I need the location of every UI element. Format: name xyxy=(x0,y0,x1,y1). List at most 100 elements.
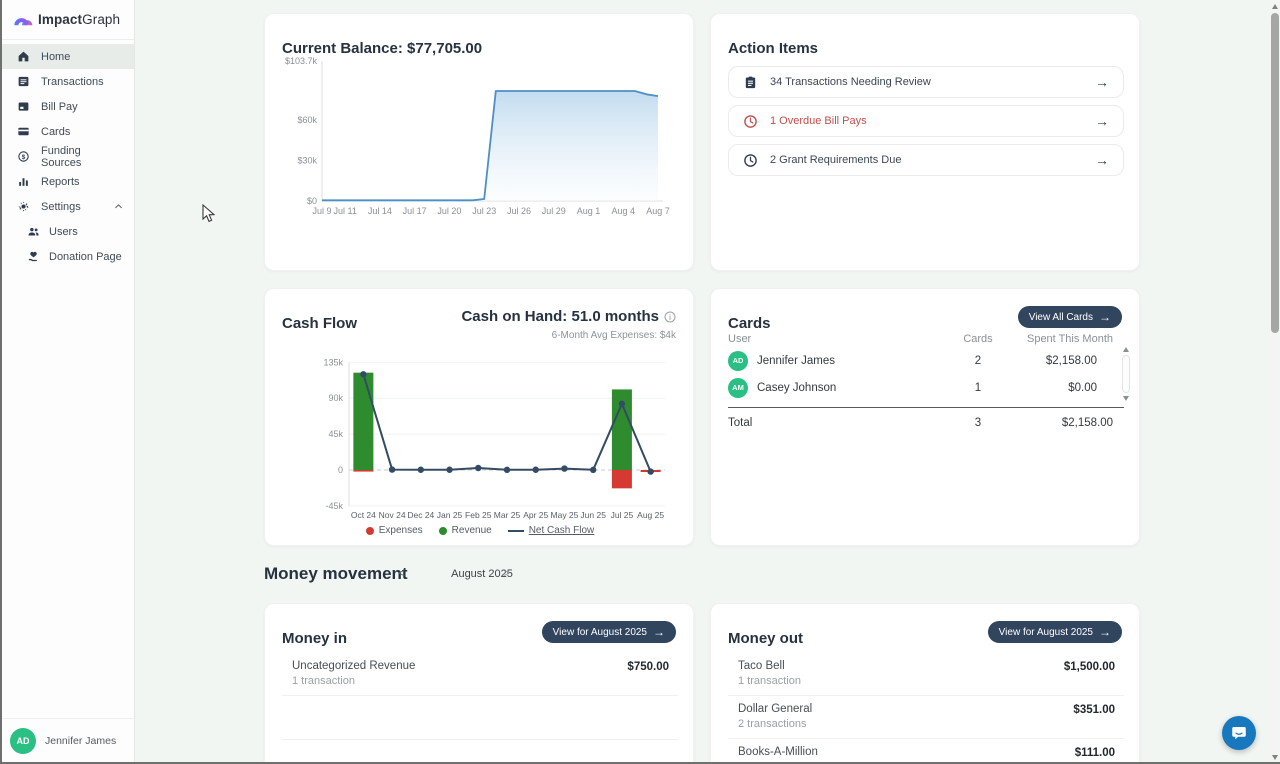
money-list-row[interactable]: Uncategorized Revenue 1 transaction $750.0… xyxy=(282,653,678,696)
view-money-out-label: View for August 2025 xyxy=(998,626,1093,638)
funding-icon: $ xyxy=(17,150,30,163)
spent-this-month: $2,158.00 xyxy=(1045,354,1097,367)
sidebar-nav: Home Transactions Bill Pay Cards $ Funding So… xyxy=(0,44,134,269)
total-label: Total xyxy=(728,417,753,429)
legend-item-net-cash-flow[interactable]: Net Cash Flow xyxy=(507,525,595,536)
arrow-right-icon: → xyxy=(1095,74,1109,90)
arrow-right-icon: → xyxy=(1099,625,1111,639)
card-user-row[interactable]: AM Casey Johnson 1 $0.00 xyxy=(728,374,1108,401)
page-scrollbar[interactable] xyxy=(1270,0,1280,764)
sidebar-item-donation-page[interactable]: Donation Page xyxy=(0,244,134,269)
view-money-in-button[interactable]: View for August 2025 → xyxy=(541,621,676,643)
svg-text:Jul 14: Jul 14 xyxy=(368,206,392,216)
brand-name-bold: Impact xyxy=(38,12,83,27)
svg-text:Jul 23: Jul 23 xyxy=(472,206,496,216)
chat-widget-button[interactable] xyxy=(1222,716,1256,750)
money-row-name: Books-A-Million xyxy=(738,746,818,758)
action-items-title: Action Items xyxy=(728,40,819,57)
legend-item-expenses[interactable]: Expenses xyxy=(365,525,423,536)
user-name: Jennifer James xyxy=(45,734,117,747)
info-icon[interactable] xyxy=(664,311,676,323)
sidebar-item-reports[interactable]: Reports xyxy=(0,169,134,194)
balance-chart: $0 $30k $60k $103.7k Jul 9 Jul 11 Jul 14 Jul 17… xyxy=(285,56,670,216)
card-count: 1 xyxy=(974,381,982,394)
scroll-down-icon[interactable] xyxy=(1123,396,1129,401)
svg-text:Jul 20: Jul 20 xyxy=(437,206,461,216)
sidebar: ImpactGraph Home Transactions Bill Pay Card… xyxy=(0,0,135,764)
svg-text:0: 0 xyxy=(338,465,343,475)
svg-text:Oct 24: Oct 24 xyxy=(351,510,376,520)
sidebar-item-label: Cards xyxy=(41,125,71,138)
svg-text:45k: 45k xyxy=(328,429,343,439)
header-cards: Cards xyxy=(963,333,993,345)
transactions-icon xyxy=(17,75,30,88)
svg-text:Dec 24: Dec 24 xyxy=(407,510,434,520)
money-row-amount: $351.00 xyxy=(1073,704,1115,716)
legend-label: Net Cash Flow xyxy=(528,525,595,536)
svg-text:May 25: May 25 xyxy=(551,510,579,520)
window-edge-left xyxy=(0,0,2,764)
header-user: User xyxy=(728,333,752,345)
money-out-title: Money out xyxy=(728,630,803,647)
legend-item-revenue[interactable]: Revenue xyxy=(438,525,492,536)
money-list-row[interactable]: Dollar General 2 transactions $351.00 xyxy=(728,696,1124,739)
action-item-row[interactable]: 2 Grant Requirements Due → xyxy=(728,144,1124,176)
next-month-button[interactable]: > xyxy=(503,566,511,580)
scroll-up-icon[interactable] xyxy=(1123,347,1129,352)
clock-icon xyxy=(743,153,758,168)
action-item-row[interactable]: 1 Overdue Bill Pays → xyxy=(728,105,1124,137)
scrollbar-thumb[interactable] xyxy=(1271,13,1279,333)
brand-name: ImpactGraph xyxy=(38,12,120,27)
action-item-row[interactable]: 34 Transactions Needing Review → xyxy=(728,66,1124,98)
svg-text:135k: 135k xyxy=(323,357,343,367)
total-cards: 3 xyxy=(974,417,982,429)
cards-total-row: Total 3 $2,158.00 xyxy=(728,414,1124,434)
sidebar-user[interactable]: AD Jennifer James xyxy=(0,718,134,762)
cash-on-hand: Cash on Hand: 51.0 months xyxy=(461,308,676,325)
clock-icon xyxy=(743,114,758,129)
svg-text:Feb 25: Feb 25 xyxy=(465,510,492,520)
card-user-row[interactable]: AD Jennifer James 2 $2,158.00 xyxy=(728,347,1108,374)
sidebar-item-settings[interactable]: Settings xyxy=(0,194,134,219)
sidebar-item-label: Transactions xyxy=(41,75,104,88)
svg-text:Jul 11: Jul 11 xyxy=(333,206,356,216)
current-balance-card: Current Balance: $77,705.00 $0 $30k $60k $1… xyxy=(264,13,694,271)
sidebar-item-funding-sources[interactable]: $ Funding Sources xyxy=(0,144,134,169)
scrollbar-up-icon[interactable] xyxy=(1272,4,1278,9)
money-list-row[interactable]: Books-A-Million2 transactions$111.00 xyxy=(728,739,1124,764)
money-in-list: Uncategorized Revenue 1 transaction $750.0… xyxy=(282,653,678,740)
arrow-right-icon: → xyxy=(1095,113,1109,129)
action-item-label: 2 Grant Requirements Due xyxy=(770,154,902,166)
money-list-row[interactable]: Taco Bell 1 transaction $1,500.00 xyxy=(728,653,1124,696)
svg-text:Jul 9: Jul 9 xyxy=(312,206,331,216)
cash-on-hand-text: Cash on Hand: 51.0 months xyxy=(461,308,659,325)
view-all-cards-button[interactable]: View All Cards → xyxy=(1017,306,1122,328)
legend-label: Revenue xyxy=(451,525,492,536)
sidebar-item-cards[interactable]: Cards xyxy=(0,119,134,144)
svg-text:Aug 25: Aug 25 xyxy=(637,510,664,520)
sidebar-item-transactions[interactable]: Transactions xyxy=(0,69,134,94)
avg-expenses-subtitle: 6-Month Avg Expenses: $4k xyxy=(551,330,676,341)
svg-text:Aug 4: Aug 4 xyxy=(611,206,635,216)
cards-table-scrollbar[interactable] xyxy=(1122,347,1131,401)
prev-month-button[interactable]: < xyxy=(398,566,406,580)
sidebar-item-users[interactable]: Users xyxy=(0,219,134,244)
scroll-thumb[interactable] xyxy=(1122,355,1130,393)
money-row-name: Dollar General xyxy=(738,703,813,715)
card-count: 2 xyxy=(974,354,982,367)
sidebar-item-label: Settings xyxy=(41,200,81,213)
svg-text:Nov 24: Nov 24 xyxy=(379,510,406,520)
arrow-right-icon: → xyxy=(1099,310,1111,324)
svg-text:Mar 25: Mar 25 xyxy=(494,510,521,520)
user-avatar: AD xyxy=(10,727,36,754)
legend-swatch xyxy=(507,529,524,532)
scrollbar-down-icon[interactable] xyxy=(1272,755,1278,760)
chevron-up-icon xyxy=(113,201,124,212)
view-money-out-button[interactable]: View for August 2025 → xyxy=(987,621,1122,643)
sidebar-item-bill-pay[interactable]: Bill Pay xyxy=(0,94,134,119)
svg-text:$: $ xyxy=(22,154,26,161)
card-user-name: Casey Johnson xyxy=(757,381,837,394)
svg-text:Aug 7: Aug 7 xyxy=(646,206,670,216)
sidebar-item-home[interactable]: Home xyxy=(0,44,134,69)
